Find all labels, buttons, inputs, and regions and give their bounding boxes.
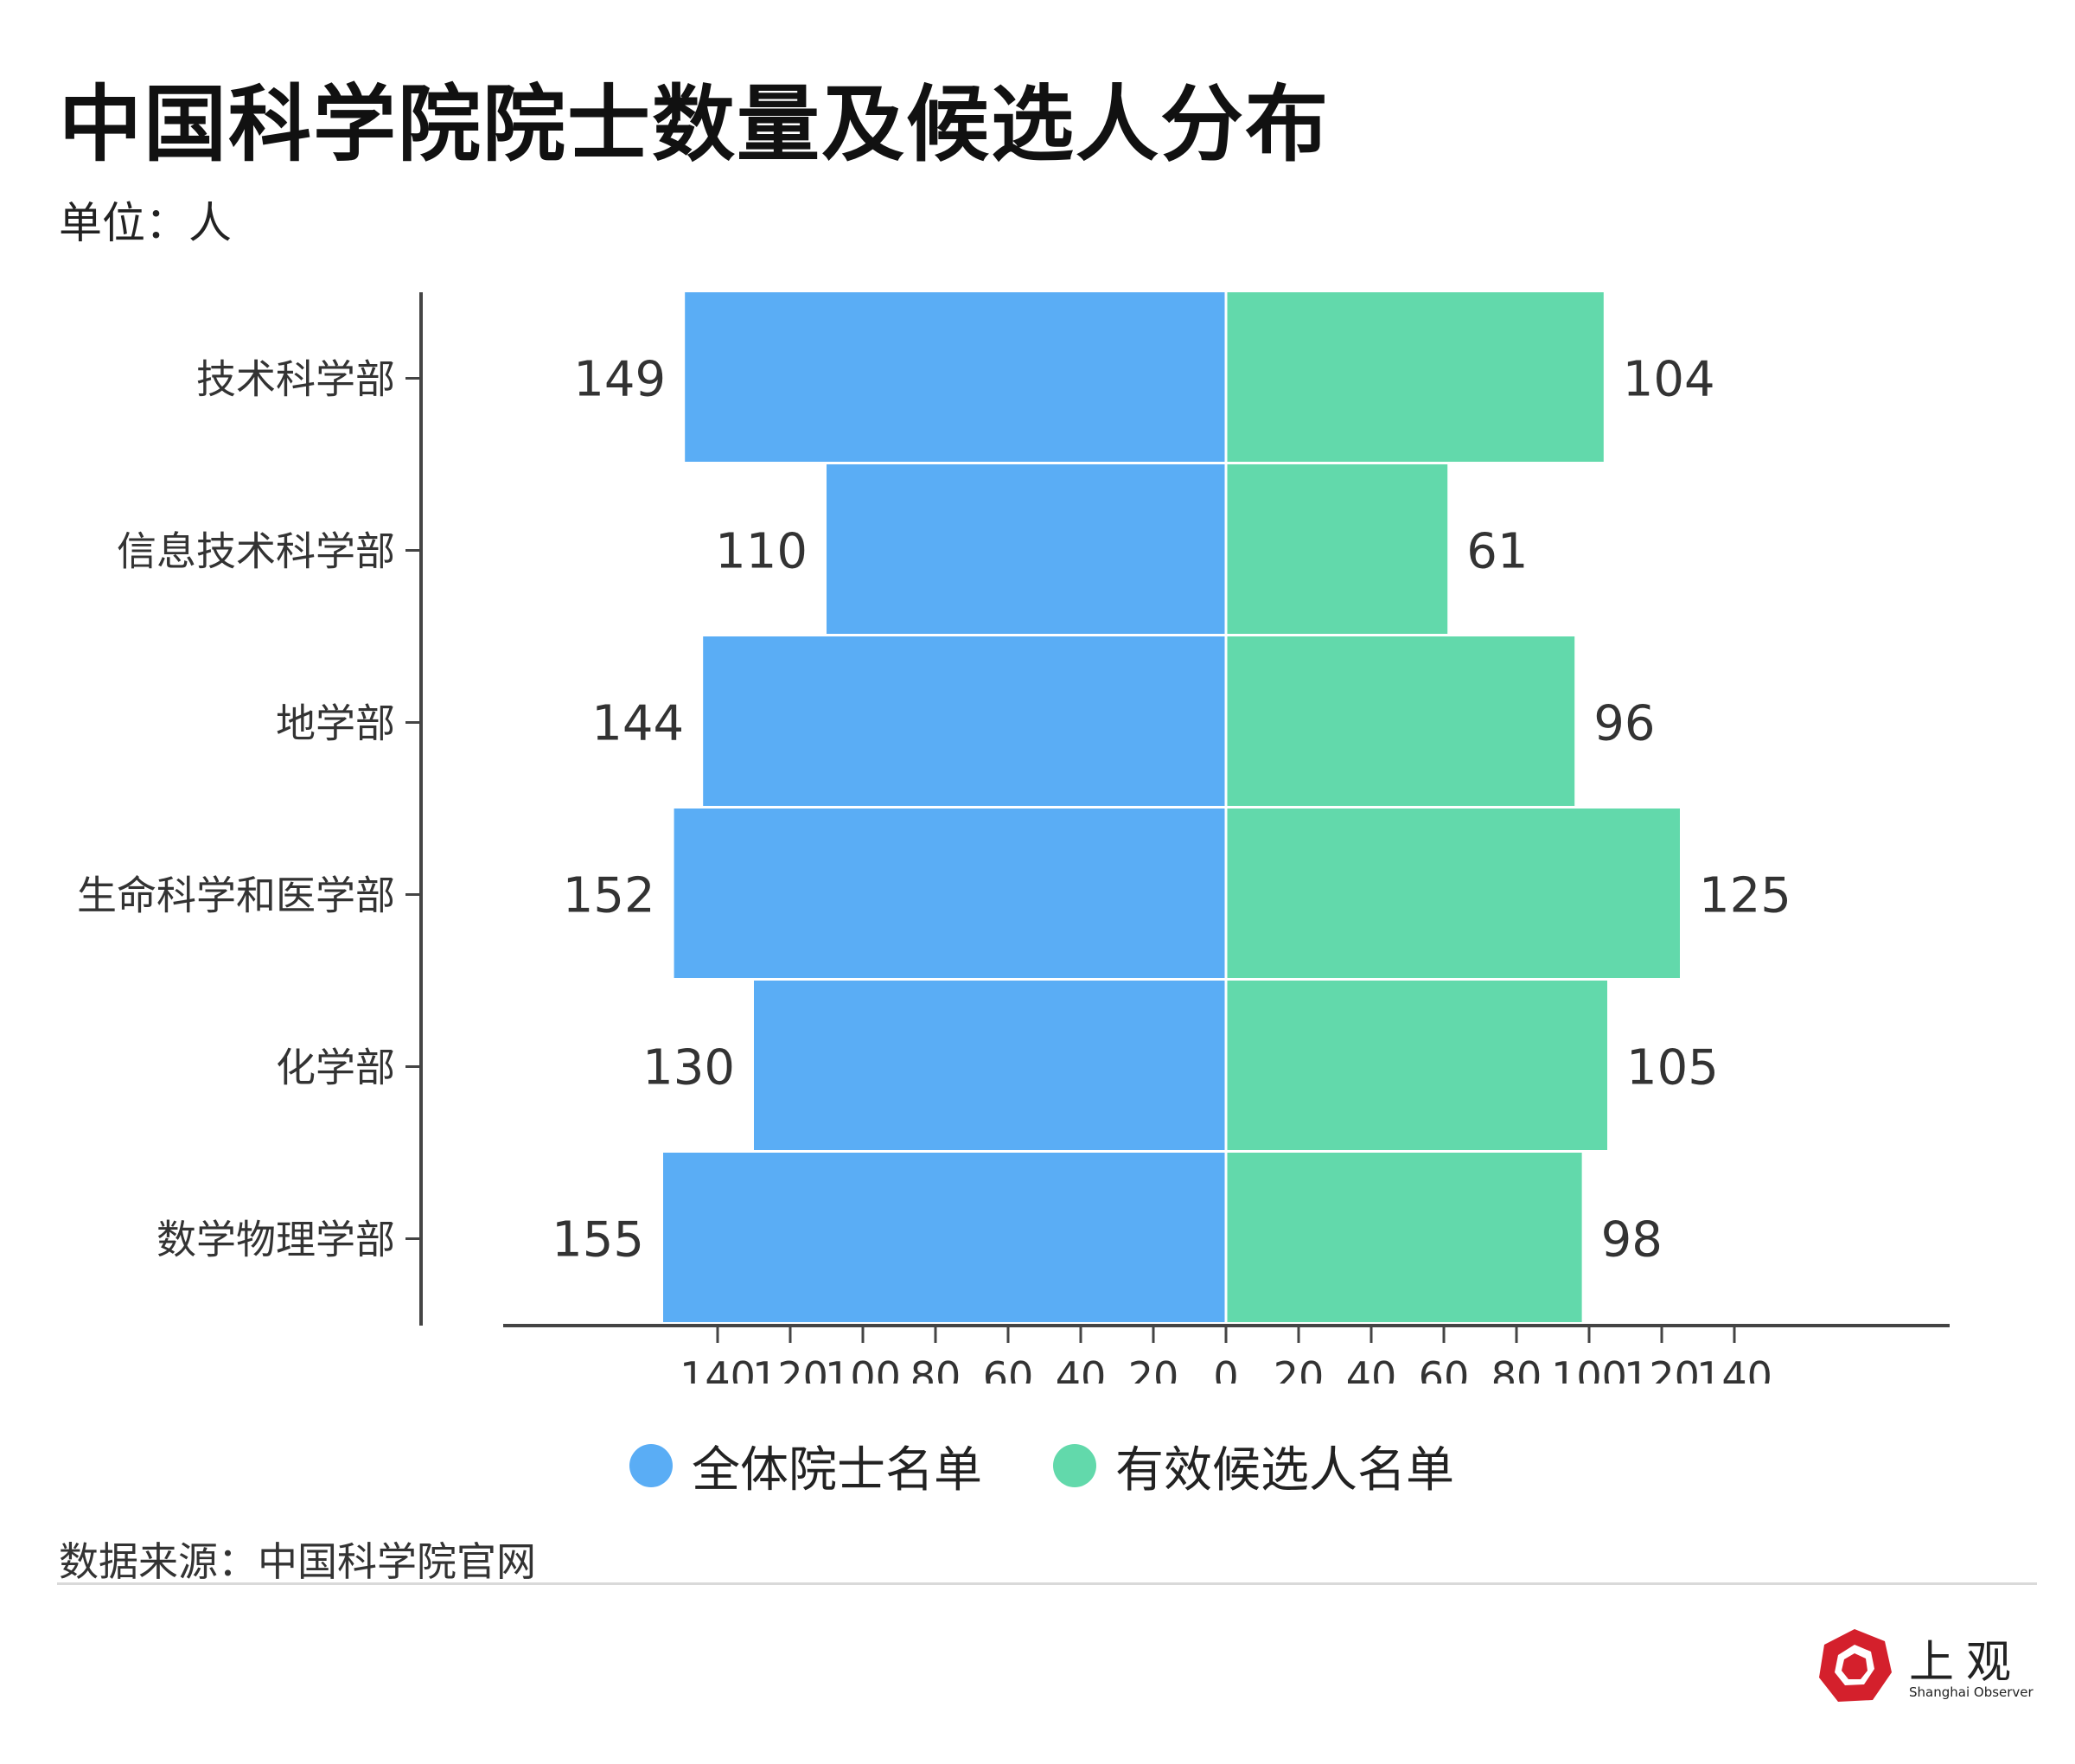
- bar-left-1: [827, 464, 1225, 634]
- category-label-5: 数学物理学部: [156, 1217, 395, 1263]
- legend-item-right: 有效候选人名单: [1053, 1431, 1454, 1500]
- x-tick-left-3: 80: [910, 1353, 961, 1384]
- x-tick-right-4: 100: [1551, 1353, 1627, 1384]
- x-tick-left-4: 60: [983, 1353, 1034, 1384]
- x-tick-left-1: 120: [752, 1353, 828, 1384]
- x-tick-left-6: 20: [1128, 1353, 1179, 1384]
- x-tick-right-6: 140: [1696, 1353, 1772, 1384]
- x-tick-left-2: 100: [825, 1353, 901, 1384]
- x-tick-right-0: 20: [1274, 1353, 1325, 1384]
- x-tick-left-5: 40: [1056, 1353, 1107, 1384]
- category-label-1: 信息技术科学部: [117, 528, 395, 575]
- x-tick-center: 0: [1213, 1353, 1238, 1384]
- data-label-left-5: 155: [552, 1212, 644, 1269]
- bar-left-5: [663, 1153, 1225, 1322]
- chart-title: 中国科学院院士数量及候选人分布: [59, 76, 1330, 173]
- data-label-left-0: 149: [573, 352, 666, 408]
- bar-right-2: [1227, 636, 1575, 806]
- x-tick-left-0: 140: [680, 1353, 756, 1384]
- divider: [57, 1582, 2037, 1585]
- bar-left-4: [754, 981, 1225, 1150]
- data-label-right-5: 98: [1601, 1212, 1663, 1269]
- logo-mark-icon: [1819, 1629, 1892, 1702]
- data-label-left-1: 110: [715, 524, 808, 580]
- bar-right-5: [1227, 1153, 1582, 1322]
- data-label-right-3: 125: [1699, 868, 1791, 924]
- legend-label-right: 有效候选人名单: [1115, 1441, 1454, 1499]
- x-tick-right-1: 40: [1346, 1353, 1397, 1384]
- data-label-left-2: 144: [591, 696, 684, 752]
- data-label-left-3: 152: [563, 868, 655, 924]
- unit-label: 单位：人: [59, 198, 232, 248]
- bar-left-0: [685, 292, 1225, 462]
- bar-right-4: [1227, 981, 1607, 1150]
- bar-right-1: [1227, 464, 1448, 634]
- category-label-2: 地学部: [276, 700, 395, 747]
- data-label-right-1: 61: [1466, 524, 1528, 580]
- legend-label-left: 全体院士名单: [692, 1441, 982, 1499]
- logo-name-cn: 上观: [1909, 1637, 2024, 1689]
- category-label-0: 技术科学部: [196, 356, 395, 403]
- bar-right-0: [1227, 292, 1604, 462]
- data-label-left-4: 130: [642, 1040, 735, 1096]
- x-tick-right-2: 60: [1419, 1353, 1470, 1384]
- legend-swatch-left: [629, 1444, 673, 1487]
- x-tick-right-3: 80: [1491, 1353, 1542, 1384]
- bar-left-2: [703, 636, 1225, 806]
- bar-right-3: [1227, 808, 1680, 978]
- logo-name-en: Shanghai Observer: [1909, 1684, 2034, 1700]
- data-label-right-2: 96: [1593, 696, 1655, 752]
- category-label-3: 生命科学和医学部: [77, 872, 395, 919]
- bar-left-3: [674, 808, 1225, 978]
- x-tick-right-5: 120: [1624, 1353, 1700, 1384]
- butterfly-bar-chart: 149 104 技术科学部 110 61 信息技术科学部 144 96 地学部 152 125 生命科…: [77, 292, 1950, 1384]
- category-label-4: 化学部: [276, 1045, 395, 1091]
- legend-item-left: 全体院士名单: [629, 1431, 982, 1500]
- data-label-right-4: 105: [1626, 1040, 1719, 1096]
- legend-swatch-right: [1053, 1444, 1096, 1487]
- shanghai-observer-logo: 上观 Shanghai Observer: [1816, 1626, 2040, 1712]
- data-label-right-0: 104: [1623, 352, 1715, 408]
- data-source: 数据来源：中国科学院官网: [59, 1538, 536, 1585]
- legend: 全体院士名单 有效候选人名单: [0, 1431, 2075, 1500]
